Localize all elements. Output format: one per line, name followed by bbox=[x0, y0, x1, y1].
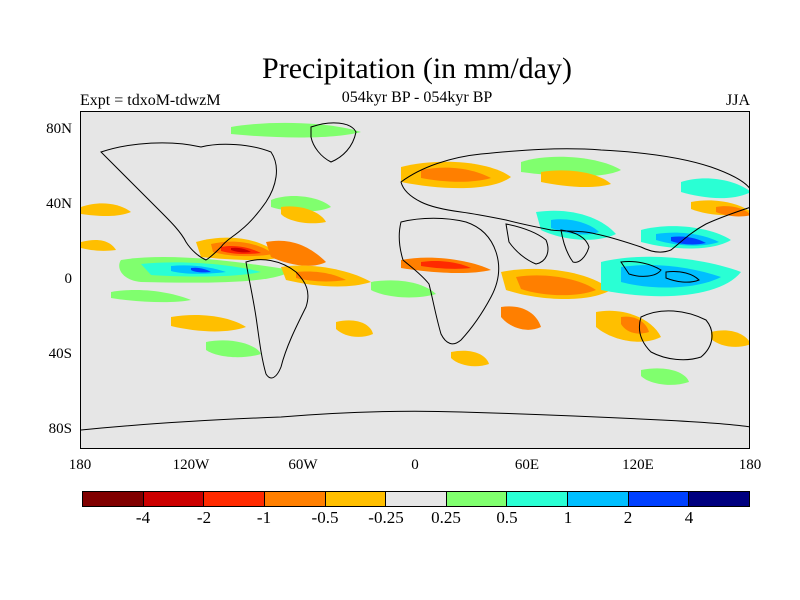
anomaly-region bbox=[541, 170, 611, 188]
lon-label-120e: 120E bbox=[622, 457, 654, 473]
australia-coastline bbox=[638, 310, 713, 361]
colorbar-label: -1 bbox=[256, 508, 272, 527]
greenland-coastline bbox=[310, 122, 357, 163]
anomaly-region bbox=[641, 368, 689, 385]
colorbar-label: -0.5 bbox=[311, 508, 339, 527]
colorbar-box bbox=[204, 492, 265, 506]
anomaly-region bbox=[81, 239, 116, 251]
experiment-label: Expt = tdxoM-tdwzM bbox=[80, 92, 221, 109]
india-coastline bbox=[560, 229, 590, 263]
anomaly-region bbox=[191, 267, 211, 273]
antarctica-coastline bbox=[81, 410, 749, 431]
lon-label-60w: 60W bbox=[288, 457, 318, 473]
north-america-coastline bbox=[100, 142, 277, 261]
maritime-continent-coastline bbox=[620, 261, 662, 277]
lon-label-180e: 180 bbox=[738, 457, 762, 473]
map-panel bbox=[80, 111, 750, 449]
colorbar-box bbox=[628, 492, 690, 506]
plot-subtitle: 054kyr BP - 054kyr BP bbox=[341, 89, 493, 106]
colorbar-label: 0.25 bbox=[431, 508, 461, 527]
colorbar-box bbox=[689, 492, 750, 506]
anomaly-region bbox=[231, 247, 251, 253]
anomaly-region bbox=[81, 203, 131, 216]
season-label: JJA bbox=[726, 92, 751, 109]
anomaly-region bbox=[231, 122, 361, 138]
south-asia-coastline bbox=[505, 223, 549, 265]
anomaly-region bbox=[621, 316, 649, 334]
anomaly-region bbox=[281, 206, 326, 224]
plot-title: Precipitation (in mm/day) bbox=[262, 52, 572, 85]
anomaly-region bbox=[371, 280, 436, 298]
colorbar-label: 1 bbox=[563, 508, 573, 527]
maritime-continent-coastline-2 bbox=[665, 271, 700, 283]
lat-label-eq: 0 bbox=[64, 271, 73, 287]
anomaly-region bbox=[296, 271, 346, 282]
lon-label-60e: 60E bbox=[514, 457, 540, 473]
colorbar-label: -2 bbox=[196, 508, 212, 527]
anomaly-region bbox=[451, 350, 489, 367]
anomaly-region bbox=[266, 240, 326, 266]
colorbar-box bbox=[325, 492, 387, 506]
anomaly-region bbox=[421, 260, 471, 269]
colorbar-box bbox=[83, 492, 144, 506]
africa-coastline bbox=[398, 217, 500, 345]
anomaly-region bbox=[421, 167, 491, 182]
colorbar-label: 4 bbox=[684, 508, 694, 527]
colorbar-box bbox=[386, 492, 447, 506]
colorbar-label: -4 bbox=[135, 508, 151, 527]
colorbar-label: -0.25 bbox=[368, 508, 404, 527]
lon-label-180w: 180 bbox=[68, 457, 92, 473]
anomaly-region bbox=[111, 289, 191, 303]
colorbar-label: 2 bbox=[623, 508, 633, 527]
colorbar-label: 0.5 bbox=[496, 508, 518, 527]
lon-label-120w: 120W bbox=[172, 457, 210, 473]
precipitation-map bbox=[81, 122, 749, 431]
lat-label-80n: 80N bbox=[46, 121, 72, 137]
anomaly-fields bbox=[81, 122, 749, 385]
colorbar-box bbox=[264, 492, 326, 506]
anomaly-region bbox=[206, 340, 261, 358]
anomaly-region bbox=[501, 306, 541, 330]
anomaly-region bbox=[621, 265, 721, 288]
south-america-coastline bbox=[245, 259, 309, 379]
anomaly-region bbox=[711, 330, 749, 347]
lat-label-80s: 80S bbox=[48, 421, 72, 437]
anomaly-region bbox=[516, 275, 596, 296]
anomaly-region bbox=[681, 178, 749, 199]
colorbar-box bbox=[568, 492, 629, 506]
anomaly-region bbox=[171, 315, 246, 332]
colorbar-box bbox=[446, 492, 508, 506]
lon-label-0: 0 bbox=[411, 457, 419, 473]
anomaly-region bbox=[336, 320, 373, 337]
coastlines bbox=[81, 122, 749, 431]
lat-label-40n: 40N bbox=[46, 196, 72, 212]
colorbar bbox=[82, 491, 750, 507]
eurasia-coastline bbox=[400, 148, 749, 253]
anomaly-region bbox=[716, 206, 749, 217]
lat-label-40s: 40S bbox=[48, 346, 72, 362]
colorbar-box bbox=[507, 492, 569, 506]
colorbar-box bbox=[143, 492, 205, 506]
